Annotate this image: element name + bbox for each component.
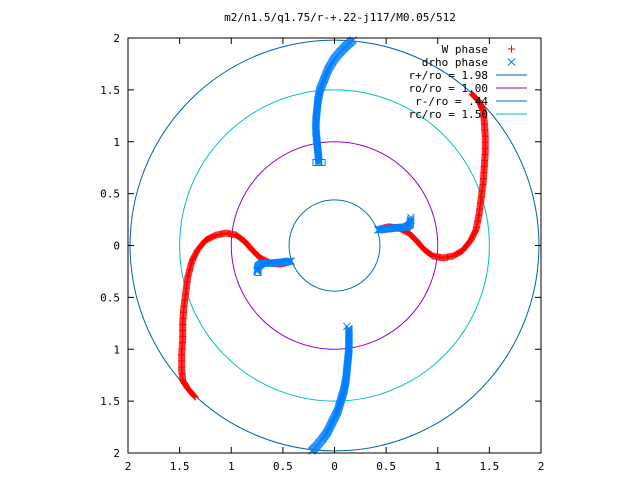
legend-label-4: ro/ro = 1.00 bbox=[409, 82, 488, 95]
legend-label-3: r+/ro = 1.98 bbox=[409, 69, 488, 82]
legend-label-6: rc/ro = 1.50 bbox=[409, 108, 488, 121]
legend-sample-2 bbox=[507, 58, 516, 66]
y-tick-label-3: 1 bbox=[113, 343, 120, 356]
point-2-2-35-d2 bbox=[407, 215, 415, 224]
x-tick-label-1: 2 bbox=[125, 460, 132, 473]
square-marker-2 bbox=[312, 159, 320, 166]
point-2-2-35 bbox=[407, 215, 415, 224]
y-tick-label-9: 2 bbox=[113, 32, 120, 45]
y-tick-label-5: 0 bbox=[113, 240, 120, 253]
series-1-arm-2 bbox=[376, 90, 489, 262]
axis-ticks: 2 1.5 1 0.5 0 0.5 1 1.5 221.510.500.511.52 bbox=[100, 32, 544, 473]
isolated-marker-1 bbox=[407, 213, 415, 222]
square-marker-2 bbox=[312, 159, 320, 166]
series-2-arm-1 bbox=[253, 257, 295, 276]
data-series bbox=[178, 36, 489, 455]
x-tick-label-4: 0.5 bbox=[273, 460, 293, 473]
point-2-1-35 bbox=[286, 257, 294, 266]
point-2-2-34-d2 bbox=[406, 216, 415, 225]
series-2-arm-2 bbox=[374, 215, 415, 234]
y-tick-label-6: 0.5 bbox=[100, 188, 120, 201]
y-tick-label-8: 1.5 bbox=[100, 84, 120, 97]
x-tick-label-8: 1.5 bbox=[479, 460, 499, 473]
square-marker-3 bbox=[254, 268, 262, 276]
y-tick-label-7: 1 bbox=[113, 136, 120, 149]
isolated-marker-2-d2 bbox=[343, 322, 351, 331]
series-2 bbox=[253, 36, 415, 455]
legend-label-1: W phase bbox=[442, 43, 488, 56]
legend-label-2: drho phase bbox=[422, 56, 488, 69]
isolated-marker-2 bbox=[343, 322, 351, 331]
point-2-1-35-d2 bbox=[286, 257, 294, 266]
circle-4 bbox=[179, 89, 490, 402]
legend-sample-1 bbox=[508, 45, 515, 53]
circle-3 bbox=[288, 199, 381, 292]
x-tick-label-3: 1 bbox=[228, 460, 235, 473]
x-tick-label-9: 2 bbox=[538, 460, 545, 473]
point-2-2-34 bbox=[406, 216, 415, 225]
series-2-arm-4 bbox=[307, 324, 353, 455]
square-marker-3 bbox=[254, 268, 262, 276]
x-tick-label-6: 0.5 bbox=[376, 460, 396, 473]
x-tick-label-2: 1.5 bbox=[170, 460, 190, 473]
circle-2 bbox=[230, 141, 439, 350]
point-2-1-36 bbox=[287, 257, 295, 265]
point-2-1-34-d2 bbox=[284, 257, 293, 266]
y-tick-label-1: 2 bbox=[113, 447, 120, 460]
isolated-marker-1-d2 bbox=[407, 213, 415, 222]
series-2-arm-3 bbox=[312, 36, 357, 167]
y-tick-label-4: 0.5 bbox=[100, 291, 120, 304]
point-2-1-34 bbox=[284, 257, 293, 266]
x-tick-label-7: 1 bbox=[434, 460, 441, 473]
point-2-1-36-d2 bbox=[287, 257, 295, 265]
chart-title: m2/n1.5/q1.75/r-+.22-j117/M0.05/512 bbox=[224, 11, 456, 24]
point-2-2-32-d2 bbox=[406, 218, 415, 227]
x-tick-label-5: 0 bbox=[331, 460, 338, 473]
y-tick-label-2: 1.5 bbox=[100, 395, 120, 408]
legend-label-5: r-/ro = .44 bbox=[415, 95, 488, 108]
legend-sample-2-d2 bbox=[507, 58, 516, 66]
